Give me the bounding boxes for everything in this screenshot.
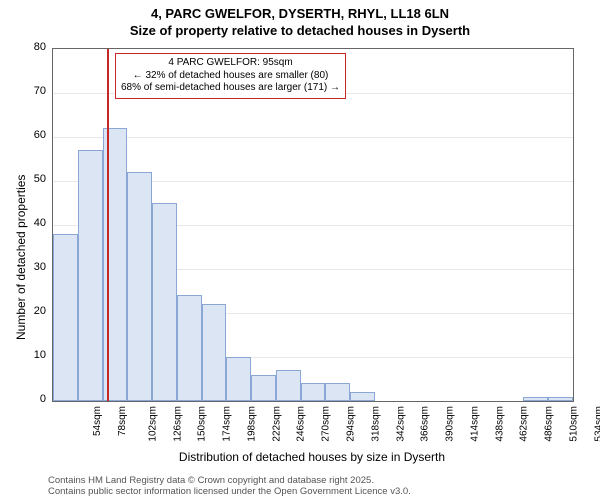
annot-line1: 4 PARC GWELFOR: 95sqm	[121, 57, 340, 70]
x-tick: 198sqm	[247, 406, 258, 442]
histogram-bar	[78, 150, 103, 401]
x-tick: 510sqm	[568, 406, 579, 442]
histogram-bar	[523, 397, 548, 401]
x-tick: 438sqm	[494, 406, 505, 442]
x-tick: 150sqm	[197, 406, 208, 442]
x-axis-label: Distribution of detached houses by size …	[52, 450, 572, 464]
x-tick: 102sqm	[147, 406, 158, 442]
x-tick: 318sqm	[370, 406, 381, 442]
histogram-bar	[325, 383, 350, 401]
chart-container: 4, PARC GWELFOR, DYSERTH, RHYL, LL18 6LN…	[0, 0, 600, 500]
x-tick: 294sqm	[346, 406, 357, 442]
x-tick: 174sqm	[222, 406, 233, 442]
x-tick: 270sqm	[321, 406, 332, 442]
y-tick: 20	[0, 305, 46, 317]
annot-line2: ← 32% of detached houses are smaller (80…	[121, 70, 340, 83]
histogram-bar	[53, 234, 78, 401]
footer-line-1: Contains HM Land Registry data © Crown c…	[48, 475, 374, 486]
histogram-bar	[350, 392, 375, 401]
y-tick: 60	[0, 129, 46, 141]
histogram-bar	[301, 383, 326, 401]
x-tick: 54sqm	[92, 406, 103, 436]
histogram-bar	[548, 397, 573, 401]
title-line-2: Size of property relative to detached ho…	[0, 23, 600, 40]
plot-area: 4 PARC GWELFOR: 95sqm← 32% of detached h…	[52, 48, 574, 402]
histogram-bar	[152, 203, 177, 401]
footer-line-2: Contains public sector information licen…	[48, 486, 411, 497]
x-tick: 534sqm	[593, 406, 600, 442]
y-tick: 70	[0, 85, 46, 97]
gridline	[53, 137, 573, 138]
y-tick: 50	[0, 173, 46, 185]
x-tick: 78sqm	[117, 406, 128, 436]
histogram-bar	[226, 357, 251, 401]
x-tick: 390sqm	[445, 406, 456, 442]
property-marker	[107, 49, 109, 401]
x-tick: 246sqm	[296, 406, 307, 442]
y-tick: 0	[0, 393, 46, 405]
x-tick: 414sqm	[469, 406, 480, 442]
y-tick: 80	[0, 41, 46, 53]
histogram-bar	[251, 375, 276, 401]
y-tick: 40	[0, 217, 46, 229]
histogram-bar	[202, 304, 227, 401]
x-tick: 462sqm	[519, 406, 530, 442]
y-tick: 10	[0, 349, 46, 361]
histogram-bar	[127, 172, 152, 401]
annot-line3: 68% of semi-detached houses are larger (…	[121, 82, 340, 95]
annotation-box: 4 PARC GWELFOR: 95sqm← 32% of detached h…	[115, 53, 346, 99]
y-tick: 30	[0, 261, 46, 273]
x-tick: 366sqm	[420, 406, 431, 442]
x-tick: 222sqm	[271, 406, 282, 442]
x-tick: 126sqm	[172, 406, 183, 442]
x-tick: 342sqm	[395, 406, 406, 442]
title-line-1: 4, PARC GWELFOR, DYSERTH, RHYL, LL18 6LN	[0, 6, 600, 23]
histogram-bar	[276, 370, 301, 401]
x-tick: 486sqm	[544, 406, 555, 442]
histogram-bar	[177, 295, 202, 401]
chart-title: 4, PARC GWELFOR, DYSERTH, RHYL, LL18 6LN…	[0, 0, 600, 40]
